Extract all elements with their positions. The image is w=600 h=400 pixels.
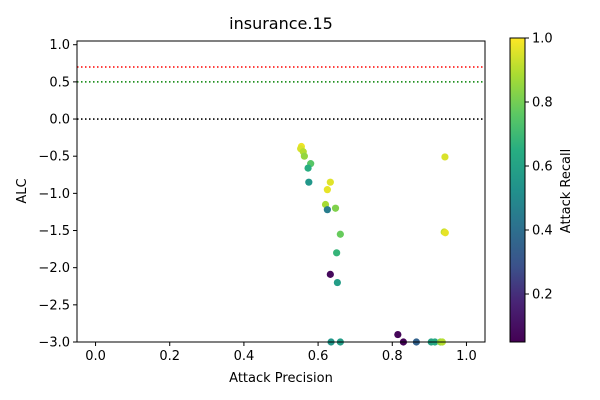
data-point-10	[331, 204, 340, 212]
x-tick-label-5: 1.0	[456, 349, 477, 364]
x-axis-label: Attack Precision	[229, 371, 333, 386]
x-tick-label-2: 0.4	[234, 349, 255, 364]
data-point-5	[304, 164, 312, 172]
plot-area: 0.0 0.2 0.4 0.6 0.8 1.0 1.0 0.5 0.0 −0.5 −1.0 −1.5 −…	[38, 38, 486, 364]
data-point-15	[333, 278, 341, 287]
y-tick-label-3: −0.5	[38, 150, 70, 165]
colorbar-tick-label-1: 0.4	[532, 224, 553, 239]
chart-title: insurance.15	[229, 14, 333, 33]
y-tick-label-0: 1.0	[49, 38, 70, 53]
plot-frame	[76, 40, 486, 343]
data-point-7	[326, 178, 334, 186]
colorbar-tick-label-0: 0.2	[532, 288, 553, 303]
data-point-3	[300, 152, 308, 160]
x-tick-label-1: 0.2	[159, 349, 180, 364]
data-point-12	[336, 230, 344, 238]
y-tick-label-7: −2.5	[38, 298, 70, 313]
data-point-27	[441, 229, 449, 237]
colorbar-tick-label-2: 0.6	[532, 160, 553, 175]
y-tick-label-2: 0.0	[49, 113, 70, 128]
colorbar: 0.2 0.4 0.6 0.8 1.0	[509, 32, 553, 343]
colorbar-label: Attack Recall	[559, 149, 574, 233]
y-tick-label-5: −1.5	[38, 224, 70, 239]
data-point-18	[394, 330, 402, 339]
x-tick-label-4: 0.8	[382, 349, 403, 364]
data-point-25	[441, 153, 449, 161]
data-point-11	[323, 206, 331, 214]
y-tick-label-6: −2.0	[38, 261, 70, 276]
data-point-14	[326, 270, 334, 278]
colorbar-tick-label-3: 0.8	[532, 96, 553, 111]
x-tick-label-0: 0.0	[85, 349, 106, 364]
colorbar-tick-label-4: 1.0	[532, 32, 553, 47]
data-point-13	[333, 249, 341, 257]
data-point-8	[323, 186, 331, 194]
y-tick-label-4: −1.0	[38, 187, 70, 202]
y-axis-label: ALC	[15, 178, 30, 203]
data-point-6	[305, 178, 313, 186]
y-tick-label-8: −3.0	[38, 336, 70, 351]
colorbar-gradient	[509, 37, 526, 343]
y-tick-label-1: 0.5	[49, 75, 70, 90]
x-tick-label-3: 0.6	[308, 349, 329, 364]
